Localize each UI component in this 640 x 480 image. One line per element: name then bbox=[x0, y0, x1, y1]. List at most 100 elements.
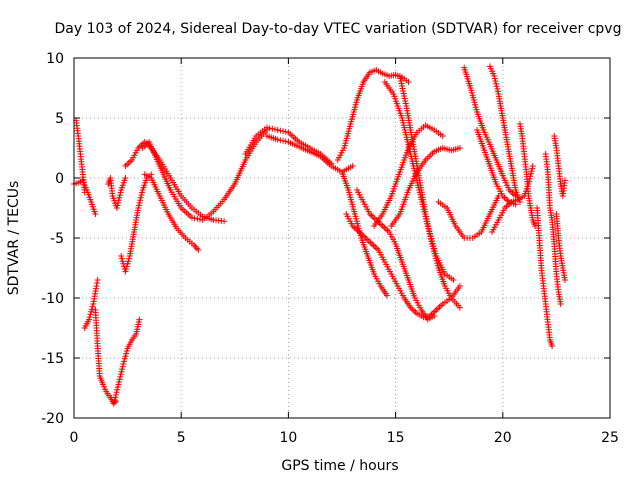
data-point bbox=[274, 136, 281, 143]
data-point bbox=[282, 138, 289, 145]
data-point bbox=[384, 292, 391, 299]
data-point bbox=[277, 137, 284, 144]
data-point bbox=[274, 127, 281, 133]
data-point bbox=[118, 255, 125, 262]
data-point bbox=[527, 173, 534, 180]
data-point bbox=[81, 189, 88, 196]
data-point bbox=[280, 128, 287, 135]
data-point bbox=[117, 189, 124, 196]
data-point bbox=[124, 260, 131, 267]
data-point bbox=[112, 391, 119, 398]
data-point bbox=[494, 85, 501, 92]
data-point bbox=[119, 258, 126, 265]
data-point bbox=[527, 170, 534, 177]
data-point bbox=[138, 192, 145, 199]
x-tick-label: 15 bbox=[387, 430, 405, 446]
data-point bbox=[119, 363, 126, 370]
data-point bbox=[121, 355, 128, 362]
data-point bbox=[113, 205, 120, 211]
data-point bbox=[561, 277, 568, 283]
data-point bbox=[115, 381, 122, 388]
data-point bbox=[114, 384, 121, 391]
data-point bbox=[194, 215, 201, 222]
data-point bbox=[89, 303, 96, 310]
y-tick-label: -10 bbox=[41, 291, 64, 307]
data-point bbox=[196, 216, 203, 223]
data-point bbox=[123, 266, 130, 272]
data-point bbox=[221, 218, 228, 225]
y-tick-label: -5 bbox=[50, 231, 64, 247]
y-tick-label: 5 bbox=[55, 111, 64, 127]
data-point bbox=[123, 348, 130, 354]
data-point bbox=[115, 197, 122, 204]
data-point bbox=[493, 80, 500, 87]
data-point bbox=[528, 168, 535, 175]
data-point bbox=[272, 126, 278, 133]
grid bbox=[74, 58, 610, 418]
data-point bbox=[117, 373, 124, 380]
data-point bbox=[439, 133, 446, 139]
data-point bbox=[263, 124, 270, 131]
chart-title: Day 103 of 2024, Sidereal Day-to-day VTE… bbox=[55, 21, 622, 37]
data-point bbox=[349, 163, 356, 169]
data-point bbox=[529, 163, 536, 169]
data-point bbox=[122, 353, 129, 360]
data-point bbox=[431, 313, 438, 319]
data-point bbox=[116, 192, 123, 199]
data-point bbox=[280, 137, 287, 144]
y-tick-label: -20 bbox=[41, 411, 64, 427]
data-point bbox=[492, 78, 499, 85]
data-point bbox=[114, 386, 121, 393]
data-point bbox=[118, 368, 125, 375]
data-point bbox=[138, 189, 145, 196]
data-point bbox=[282, 128, 289, 135]
y-tick-label: -15 bbox=[41, 351, 64, 367]
x-tick-label: 25 bbox=[601, 430, 619, 446]
data-point bbox=[269, 125, 276, 132]
y-axis-label: SDTVAR / TECUs bbox=[6, 181, 22, 296]
data-point bbox=[86, 316, 93, 323]
data-point bbox=[122, 175, 129, 181]
data-point bbox=[119, 366, 126, 373]
data-point bbox=[277, 127, 284, 134]
data-point bbox=[116, 379, 123, 385]
x-tick-label: 0 bbox=[70, 430, 79, 446]
data-point bbox=[88, 306, 95, 313]
data-point bbox=[266, 125, 273, 132]
x-axis-label: GPS time / hours bbox=[281, 458, 398, 474]
data-point bbox=[118, 253, 125, 259]
data-point bbox=[121, 358, 128, 365]
axis-ticks: 0 5 10 15 20 25 -20 -15 -10 -5 0 5 10 bbox=[41, 51, 619, 446]
data-point bbox=[137, 194, 144, 201]
data-point bbox=[112, 394, 119, 401]
data-point bbox=[123, 350, 130, 357]
data-point bbox=[549, 343, 556, 349]
data-point bbox=[116, 376, 123, 383]
data-points bbox=[71, 63, 568, 407]
data-point bbox=[87, 311, 94, 318]
data-point bbox=[137, 197, 144, 204]
y-tick-label: 0 bbox=[55, 171, 64, 187]
data-point bbox=[113, 389, 120, 396]
data-point bbox=[94, 280, 101, 286]
data-point bbox=[491, 75, 498, 82]
data-point bbox=[115, 199, 122, 206]
data-point bbox=[494, 88, 501, 95]
data-point bbox=[122, 268, 129, 275]
x-tick-label: 20 bbox=[494, 430, 512, 446]
data-point bbox=[450, 277, 457, 283]
data-point bbox=[117, 371, 124, 378]
data-point bbox=[493, 83, 500, 90]
data-point bbox=[529, 165, 536, 172]
data-point bbox=[557, 301, 564, 307]
data-point bbox=[135, 205, 142, 211]
data-point bbox=[405, 79, 412, 85]
data-point bbox=[125, 258, 132, 265]
data-point bbox=[120, 361, 127, 367]
data-point bbox=[126, 255, 133, 262]
data-point bbox=[136, 199, 143, 206]
x-tick-label: 5 bbox=[177, 430, 186, 446]
data-point bbox=[456, 145, 463, 151]
data-point bbox=[195, 247, 202, 253]
